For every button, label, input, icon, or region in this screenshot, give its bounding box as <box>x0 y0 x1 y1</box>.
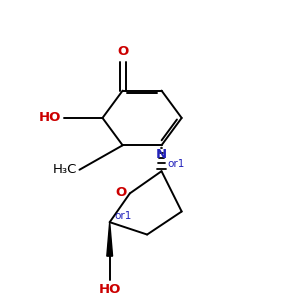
Text: O: O <box>117 45 128 58</box>
Text: HO: HO <box>38 111 61 124</box>
Text: or1: or1 <box>168 159 185 169</box>
Text: O: O <box>115 186 126 199</box>
Text: N: N <box>156 148 167 160</box>
Text: HO: HO <box>98 283 121 296</box>
Text: H₃C: H₃C <box>53 163 77 176</box>
Polygon shape <box>107 222 112 256</box>
Text: or1: or1 <box>115 211 132 221</box>
